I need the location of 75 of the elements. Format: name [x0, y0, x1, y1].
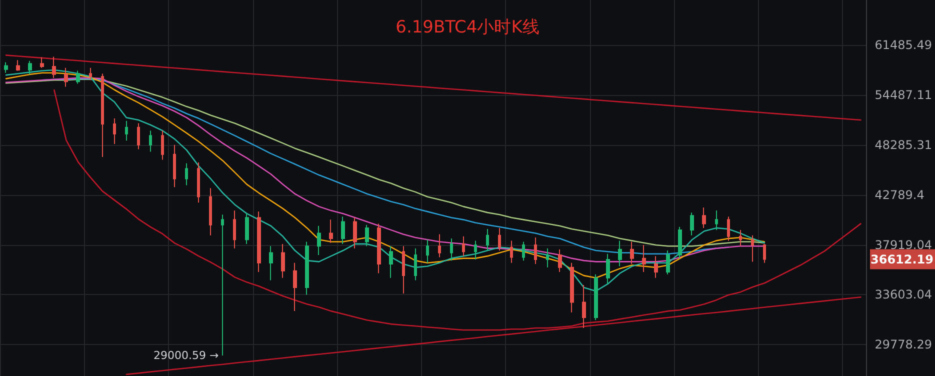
annotation: 29000.59 →	[154, 349, 219, 362]
y-tick-label: 33603.04	[874, 288, 932, 302]
candlestick	[582, 284, 586, 329]
candlestick	[534, 236, 537, 264]
candlestick	[450, 238, 453, 262]
candlestick	[558, 248, 562, 273]
candlestick	[329, 219, 333, 244]
candlestick	[197, 162, 200, 204]
candlestick	[618, 240, 622, 267]
candlestick	[89, 67, 92, 81]
candlestick	[763, 243, 766, 264]
candlestick	[16, 60, 20, 72]
y-tick-label: 48285.31	[874, 138, 932, 152]
candlestick	[690, 212, 694, 236]
candlestick	[498, 227, 501, 252]
y-tick-label: 42789.4	[874, 188, 924, 202]
candlestick	[402, 246, 405, 294]
candlestick	[702, 207, 706, 228]
candlestick	[317, 225, 321, 256]
candlestick	[341, 216, 345, 244]
text: 36612.19	[870, 252, 934, 266]
candlestick	[654, 256, 658, 278]
candlestick	[52, 56, 56, 78]
line-series	[5, 54, 862, 121]
candlestick	[149, 130, 152, 152]
candlestick	[269, 246, 273, 281]
candlestick	[739, 230, 742, 247]
candlestick	[353, 217, 357, 249]
text: 6.19BTC4小时K线	[396, 18, 540, 38]
candlestick	[185, 162, 188, 186]
candlestick	[510, 240, 513, 264]
y-tick-label: 61485.49	[874, 38, 932, 52]
candlestick	[161, 130, 164, 160]
candlestick	[209, 188, 212, 236]
candlestick	[462, 236, 465, 257]
candlestick	[125, 120, 128, 142]
candlestick	[389, 246, 393, 278]
candlestick	[715, 210, 718, 231]
candlestick	[245, 213, 249, 244]
y-tick-label: 37919.04	[874, 238, 932, 252]
candlestick	[101, 73, 104, 158]
candlestick	[486, 228, 489, 252]
candlestick	[64, 67, 68, 88]
candlestick	[233, 210, 236, 249]
candlestick	[678, 226, 682, 259]
candlestick	[630, 241, 634, 264]
candlestick	[546, 248, 549, 268]
candlestick	[4, 62, 8, 74]
candlestick	[221, 214, 224, 356]
candlestick	[76, 70, 80, 84]
candlestick	[751, 234, 754, 262]
candlestick	[281, 243, 285, 278]
candlestick	[414, 248, 417, 281]
y-tick-label: 54487.11	[874, 88, 932, 102]
candlestick	[365, 224, 369, 247]
candlestick	[28, 60, 32, 75]
y-tick-label: 29778.29	[874, 338, 932, 352]
candlestick	[305, 241, 309, 296]
candlestick	[594, 274, 598, 321]
candlestick	[426, 239, 429, 264]
candlestick	[727, 216, 730, 242]
candlestick	[40, 56, 44, 68]
candlestick	[173, 144, 176, 188]
candlestick	[522, 241, 525, 262]
candlestick	[474, 240, 477, 260]
candlestick	[438, 234, 441, 258]
candlestick	[606, 253, 610, 284]
candlestick	[257, 211, 261, 273]
candlestick	[570, 262, 574, 313]
candlestick	[666, 250, 670, 275]
candlestick	[377, 223, 381, 274]
candlestick	[137, 122, 140, 150]
candlestick	[293, 262, 297, 312]
candlestick	[642, 244, 646, 273]
candlestick	[113, 118, 116, 145]
